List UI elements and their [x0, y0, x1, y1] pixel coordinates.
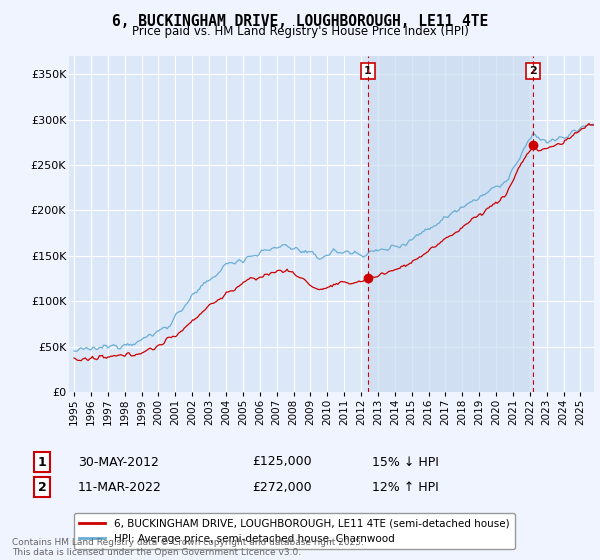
Text: Price paid vs. HM Land Registry's House Price Index (HPI): Price paid vs. HM Land Registry's House … — [131, 25, 469, 38]
Text: 6, BUCKINGHAM DRIVE, LOUGHBOROUGH, LE11 4TE: 6, BUCKINGHAM DRIVE, LOUGHBOROUGH, LE11 … — [112, 14, 488, 29]
Text: 1: 1 — [364, 66, 372, 76]
Text: 30-MAY-2012: 30-MAY-2012 — [78, 455, 159, 469]
Text: 12% ↑ HPI: 12% ↑ HPI — [372, 480, 439, 494]
Text: 11-MAR-2022: 11-MAR-2022 — [78, 480, 162, 494]
Legend: 6, BUCKINGHAM DRIVE, LOUGHBOROUGH, LE11 4TE (semi-detached house), HPI: Average : 6, BUCKINGHAM DRIVE, LOUGHBOROUGH, LE11 … — [74, 513, 515, 549]
Text: 2: 2 — [38, 480, 46, 494]
Text: £125,000: £125,000 — [252, 455, 311, 469]
Bar — [368, 56, 533, 392]
Text: Contains HM Land Registry data © Crown copyright and database right 2025.
This d: Contains HM Land Registry data © Crown c… — [12, 538, 364, 557]
Text: 15% ↓ HPI: 15% ↓ HPI — [372, 455, 439, 469]
Text: 1: 1 — [38, 455, 46, 469]
Text: 2: 2 — [529, 66, 537, 76]
Text: £272,000: £272,000 — [252, 480, 311, 494]
